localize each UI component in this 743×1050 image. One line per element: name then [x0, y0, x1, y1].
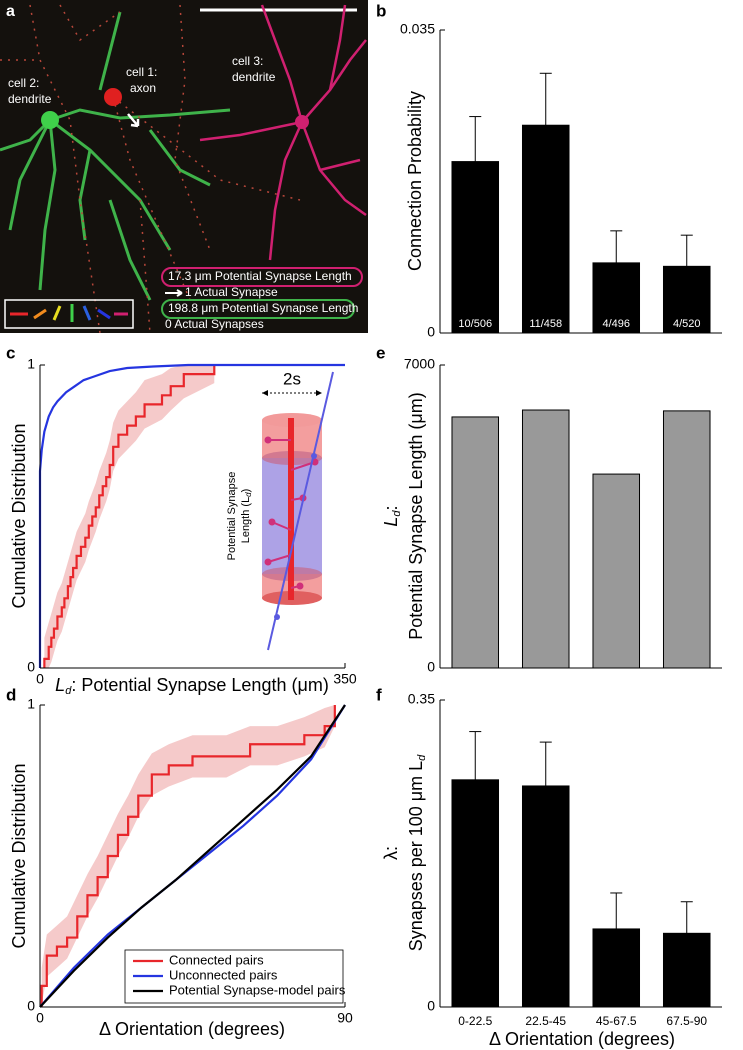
callout: 198.8 μm Potential Synapse Length: [168, 301, 358, 315]
y-axis-label: Potential Synapse Length (μm): [406, 392, 426, 640]
x-axis-label: Δ Orientation (degrees): [99, 1019, 285, 1039]
cell-label: cell 1:: [126, 65, 157, 79]
data-line: [39, 704, 346, 1008]
bar: [451, 416, 500, 669]
y-tick-label: 0: [27, 659, 35, 675]
y-tick-label: 0: [427, 659, 435, 675]
bar: [521, 409, 570, 669]
y-tick-label: 0: [27, 998, 35, 1014]
data-line: [40, 705, 336, 1007]
bar-label: 4/520: [673, 318, 701, 330]
x-axis-label-text: : Potential Synapse Length (μm): [71, 675, 329, 695]
bar: [521, 124, 570, 334]
x-tick-label: 22.5-45: [525, 1014, 566, 1028]
bar-label: 11/458: [529, 318, 562, 330]
panel-label: d: [6, 685, 16, 704]
x-tick-label: 45-67.5: [596, 1014, 637, 1028]
bar: [592, 473, 641, 669]
y-axis-label: Ld:: [381, 505, 403, 526]
y-axis-label: Cumulative Distribution: [9, 423, 29, 608]
inset-length-label-subscript: d: [244, 492, 253, 497]
legend-label: Connected pairs: [169, 952, 264, 967]
callout: 17.3 μm Potential Synapse Length: [168, 269, 352, 283]
data-line: [38, 363, 345, 668]
panel-label: b: [376, 1, 386, 20]
legend-label: Potential Synapse-model pairs: [169, 982, 346, 997]
panel-label: a: [6, 3, 15, 20]
y-axis-label-text: Synapses per 100 μm L: [406, 761, 426, 951]
x-tick-label: 0: [36, 1010, 44, 1026]
bar: [521, 785, 570, 1008]
inset-diagram: [262, 371, 334, 651]
inset-width-label: 2s: [283, 369, 301, 388]
y-axis-label-subscript: d: [416, 754, 428, 761]
confidence-band: [44, 365, 215, 668]
bar: [451, 161, 500, 334]
x-axis-label-subscript: d: [65, 685, 72, 697]
data-line: [39, 704, 346, 1008]
bar-label: 10/506: [458, 318, 492, 330]
inset-length-label: Length (Ld): [240, 489, 253, 544]
cell-label: cell 2:: [8, 76, 39, 90]
y-tick-label: 1: [27, 696, 35, 712]
inset-length-label: Potential Synapse: [226, 472, 238, 561]
bar: [662, 265, 711, 334]
cell-label: dendrite: [8, 92, 52, 106]
y-axis-label: Cumulative Distribution: [9, 763, 29, 948]
y-axis-label: Connection Probability: [405, 91, 425, 271]
y-tick-label: 0: [427, 324, 435, 340]
cell-label: dendrite: [232, 70, 276, 84]
x-tick-label: 67.5-90: [666, 1014, 707, 1028]
panel-label: e: [376, 343, 385, 362]
callout: 0 Actual Synapses: [165, 317, 264, 331]
bar: [451, 779, 500, 1008]
y-axis-label: λ:: [381, 846, 401, 860]
legend-label: Unconnected pairs: [169, 967, 278, 982]
data-line: [43, 365, 216, 668]
bar: [592, 928, 641, 1008]
y-axis-label-symbol: L: [381, 517, 401, 527]
panel-label: f: [376, 685, 382, 704]
x-axis-label: Δ Orientation (degrees): [489, 1029, 675, 1049]
cell-label: axon: [130, 81, 156, 95]
x-tick-label: 350: [333, 671, 357, 687]
x-tick-label: 0-22.5: [458, 1014, 492, 1028]
x-tick-label: 0: [36, 671, 44, 687]
inset-length-label-text: Length (L: [240, 497, 252, 543]
y-tick-label: 7000: [404, 356, 435, 372]
x-tick-label: 90: [337, 1010, 353, 1026]
callout: 1 Actual Synapse: [185, 285, 278, 299]
x-axis-label-symbol: L: [55, 675, 65, 695]
y-tick-label: 0.035: [400, 21, 435, 37]
y-tick-label: 0.35: [408, 691, 435, 707]
inset-length-label-end: ): [240, 489, 252, 493]
y-tick-label: 0: [427, 998, 435, 1014]
bar: [662, 932, 711, 1008]
panel-label: c: [6, 343, 15, 362]
y-axis-label-subscript: d: [391, 510, 403, 517]
panel-a-image: [0, 0, 368, 334]
cell-label: cell 3:: [232, 54, 263, 68]
bar: [662, 410, 711, 669]
bar-label: 4/496: [602, 318, 630, 330]
y-tick-label: 1: [27, 356, 35, 372]
bar: [592, 262, 641, 334]
y-axis-label-symbol-end: :: [381, 505, 401, 510]
y-axis-label: Synapses per 100 μm Ld: [406, 754, 428, 951]
x-axis-label: Ld: Potential Synapse Length (μm): [55, 675, 329, 697]
